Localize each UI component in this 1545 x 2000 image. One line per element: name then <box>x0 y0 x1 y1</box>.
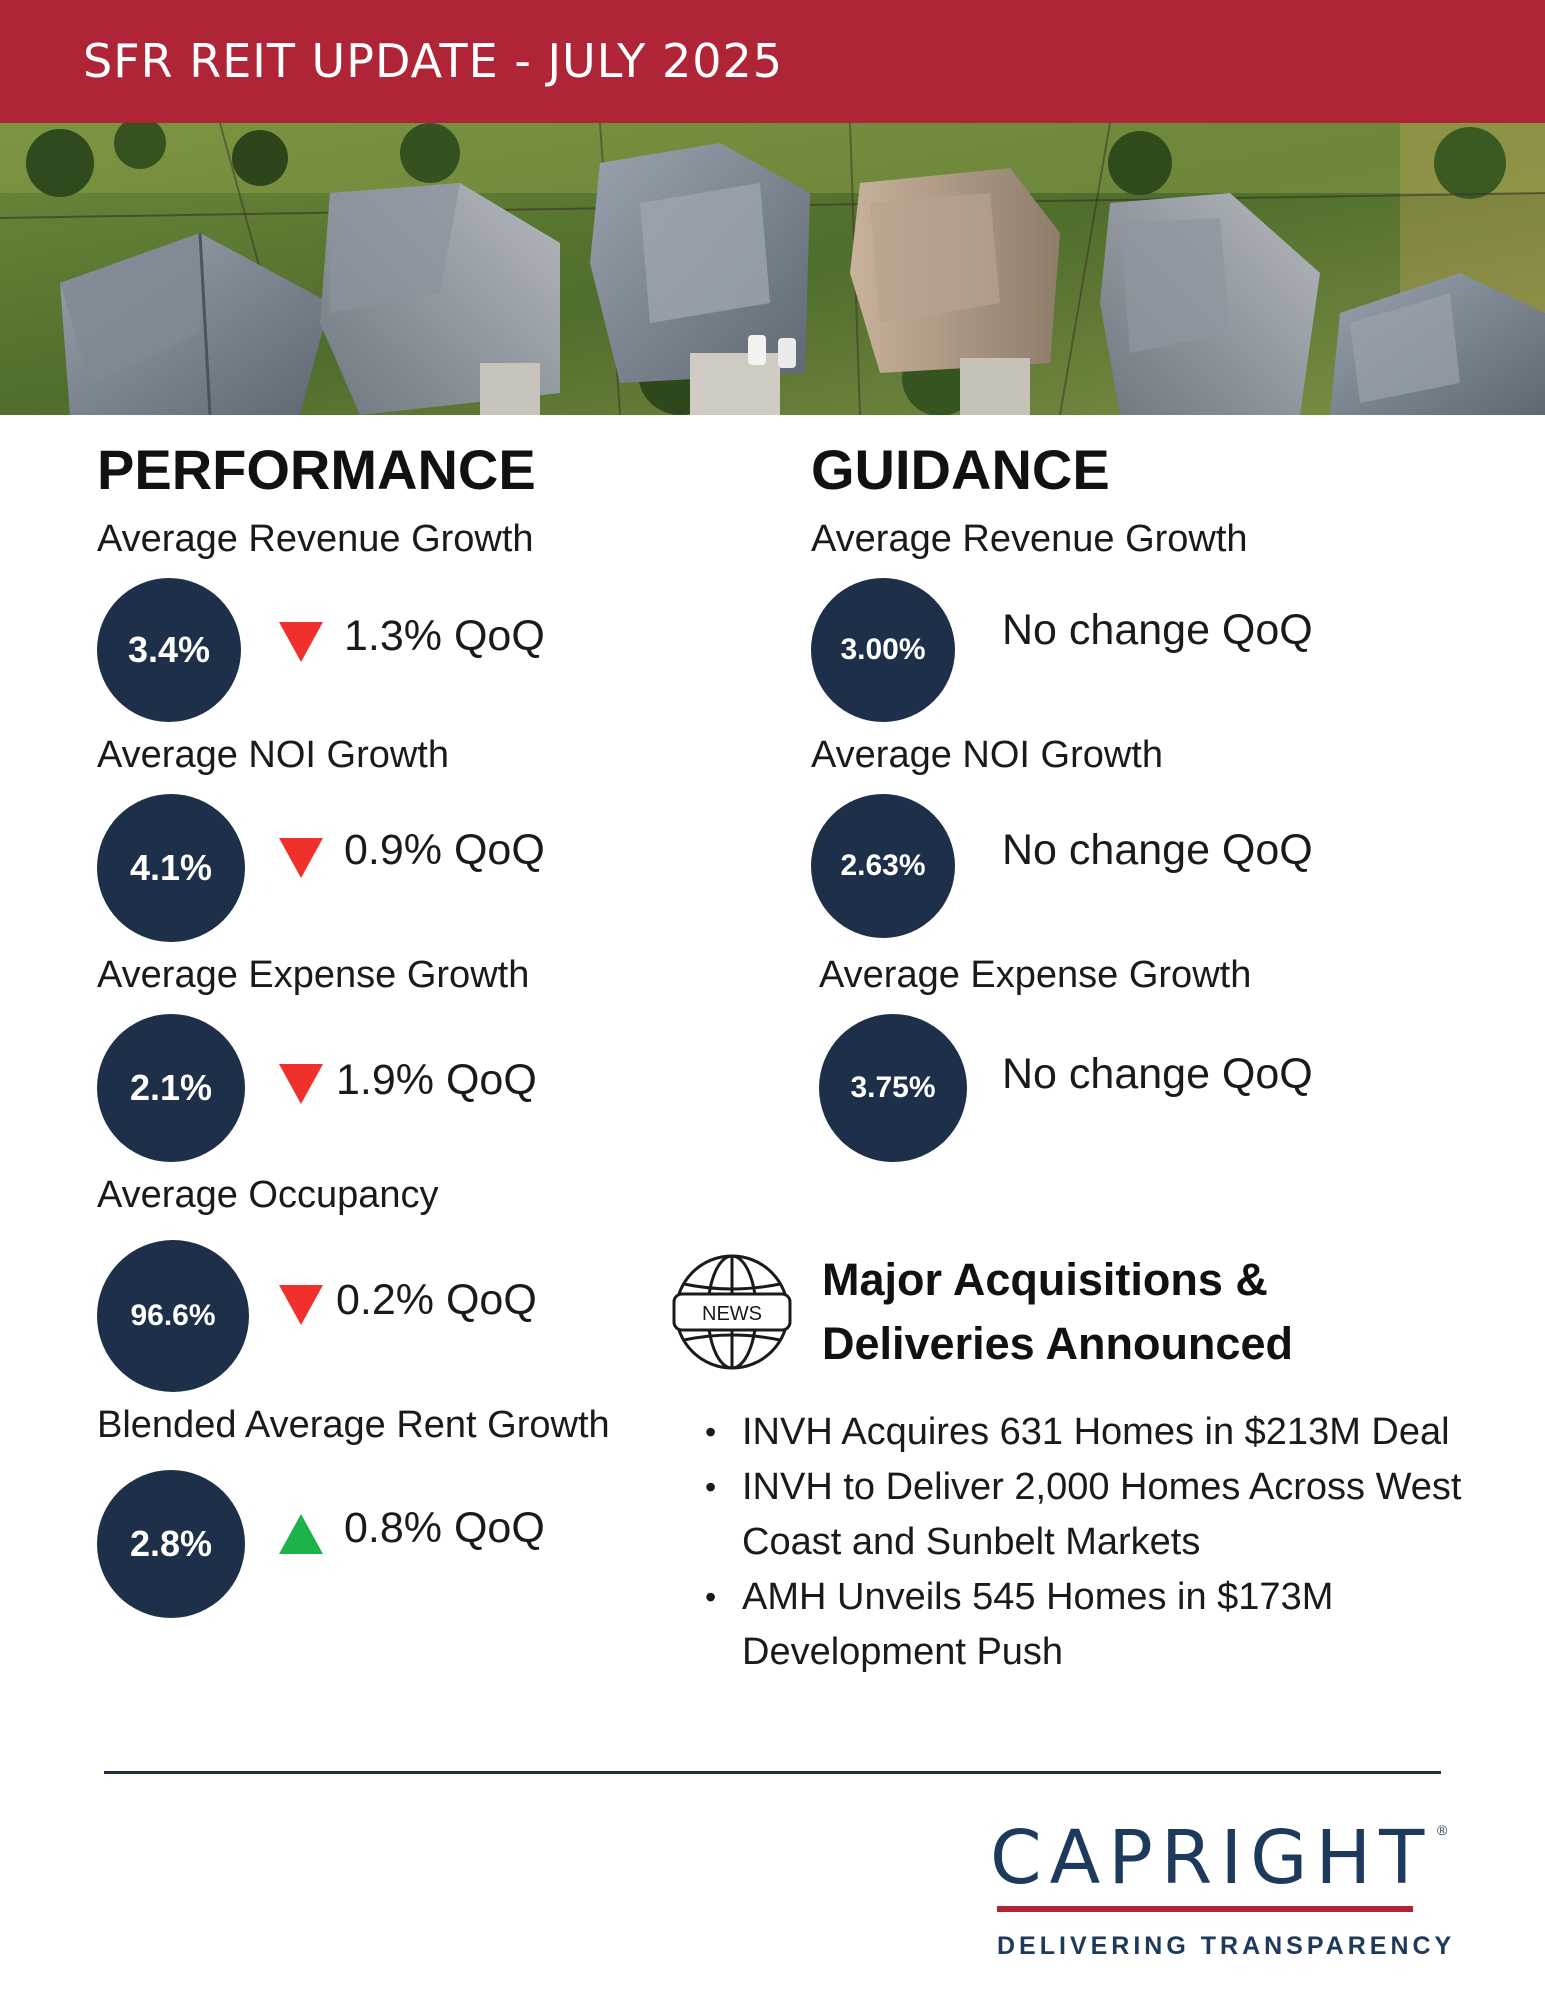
header-banner: SFR REIT UPDATE - JULY 2025 <box>0 0 1545 123</box>
guid-expense-value-badge: 3.75% <box>819 1014 967 1162</box>
performance-heading: PERFORMANCE <box>97 438 536 501</box>
guid-expense-change: No change QoQ <box>1002 1050 1313 1098</box>
guid-revenue-change: No change QoQ <box>1002 606 1313 654</box>
perf-rent-change: 0.8% QoQ <box>344 1504 545 1552</box>
page-title: SFR REIT UPDATE - JULY 2025 <box>83 34 784 88</box>
logo-tagline: DELIVERING TRANSPARENCY <box>997 1932 1456 1960</box>
up-arrow-icon <box>279 1514 323 1554</box>
down-arrow-icon <box>279 622 323 662</box>
news-list: INVH Acquires 631 Homes in $213M Deal IN… <box>705 1405 1465 1680</box>
perf-occupancy-label: Average Occupancy <box>97 1174 439 1216</box>
perf-expense-change: 1.9% QoQ <box>336 1056 537 1104</box>
logo-underline-bar <box>997 1906 1413 1912</box>
aerial-homes-illustration <box>0 123 1545 415</box>
perf-noi-label: Average NOI Growth <box>97 734 450 776</box>
guid-expense-label: Average Expense Growth <box>819 954 1252 996</box>
news-item: INVH to Deliver 2,000 Homes Across West … <box>705 1460 1465 1570</box>
perf-expense-value-badge: 2.1% <box>97 1014 245 1162</box>
registered-mark: ® <box>1437 1822 1448 1838</box>
guid-noi-value-badge: 2.63% <box>811 794 955 938</box>
perf-noi-value-badge: 4.1% <box>97 794 245 942</box>
guid-noi-change: No change QoQ <box>1002 826 1313 874</box>
perf-rent-value-badge: 2.8% <box>97 1470 245 1618</box>
perf-revenue-value-badge: 3.4% <box>97 578 241 722</box>
guid-noi-label: Average NOI Growth <box>811 734 1164 776</box>
news-heading-line1: Major Acquisitions & <box>822 1254 1268 1305</box>
news-heading-line2: Deliveries Announced <box>822 1318 1293 1369</box>
down-arrow-icon <box>279 838 323 878</box>
down-arrow-icon <box>279 1064 323 1104</box>
down-arrow-icon <box>279 1285 323 1325</box>
capright-logo-wordmark: CAPRIGHT <box>990 1815 1433 1901</box>
guid-revenue-value-badge: 3.00% <box>811 578 955 722</box>
perf-rent-label: Blended Average Rent Growth <box>97 1404 610 1446</box>
guidance-heading: GUIDANCE <box>811 438 1110 501</box>
perf-expense-label: Average Expense Growth <box>97 954 530 996</box>
news-icon-label: NEWS <box>702 1303 762 1325</box>
news-item: AMH Unveils 545 Homes in $173M Developme… <box>705 1570 1465 1680</box>
perf-occupancy-value-badge: 96.6% <box>97 1240 249 1392</box>
news-heading: Major Acquisitions & Deliveries Announce… <box>822 1248 1293 1376</box>
perf-noi-change: 0.9% QoQ <box>344 826 545 874</box>
perf-revenue-change: 1.3% QoQ <box>344 612 545 660</box>
guid-revenue-label: Average Revenue Growth <box>811 518 1248 560</box>
news-globe-icon: NEWS <box>672 1254 792 1370</box>
perf-occupancy-change: 0.2% QoQ <box>336 1276 537 1324</box>
news-item: INVH Acquires 631 Homes in $213M Deal <box>705 1405 1465 1460</box>
footer-divider <box>104 1771 1441 1774</box>
aerial-homes-photo <box>0 123 1545 415</box>
perf-revenue-label: Average Revenue Growth <box>97 518 534 560</box>
